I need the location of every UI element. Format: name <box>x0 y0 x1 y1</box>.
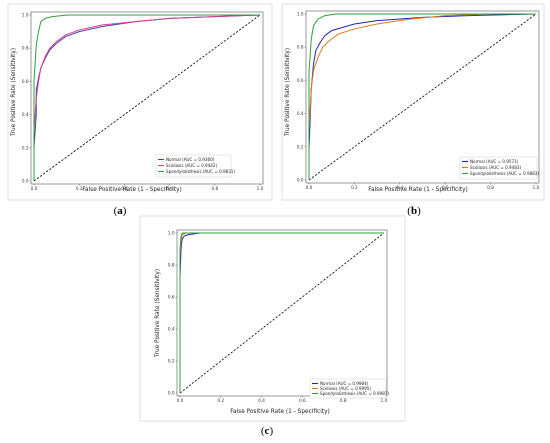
legend-box <box>309 378 387 399</box>
x-tick-label: 0.4 <box>396 185 403 190</box>
roc-panel-1: 0.0 0.2 0.4 0.6 0.8 1.0 0.0 0.2 0.4 0.6 0.8 1.0 Fals… <box>7 3 273 201</box>
y-tick-label: 1.0 <box>22 13 29 18</box>
roc-panel-2: 0.0 0.2 0.4 0.6 0.8 1.0 0.0 0.2 0.4 0.6 0.8 1.0 Fals… <box>281 3 545 201</box>
legend-entry: Normal (AUC = 0.9571) <box>470 159 519 164</box>
y-tick-label: 0.2 <box>297 144 304 149</box>
legend-entry: Scoliosis (AUC = 0.9483) <box>470 165 521 170</box>
x-tick-label: 1.0 <box>257 186 264 191</box>
legend-entry: Scoliosis (AUC = 0.9442) <box>166 163 217 168</box>
roc-curve-scoliosis <box>33 14 261 181</box>
legend-entry: Spondylolisthesis (AUC = 0.9831) <box>166 169 235 174</box>
y-axis-label: True Positive Rate (Sensitivity) <box>11 48 17 137</box>
x-tick-label: 0.8 <box>211 186 218 191</box>
roc-curve-spondylolisthesis <box>308 13 536 180</box>
legend-entry: Normal (AUC = 0.9984) <box>320 381 369 386</box>
y-tick-label: 0.6 <box>22 79 29 84</box>
x-axis-label: False Positive Rate (1 - Specificity) <box>82 187 182 193</box>
y-tick-label: 0.6 <box>168 295 175 300</box>
y-tick-label: 0.8 <box>22 46 29 51</box>
x-tick-label: 0.4 <box>258 398 265 403</box>
plot-area <box>305 10 540 184</box>
legend-box <box>459 156 538 180</box>
y-tick-label: 0.8 <box>168 263 175 268</box>
x-tick-label: 0.6 <box>166 186 173 191</box>
x-tick-label: 0.2 <box>351 185 358 190</box>
y-tick-label: 0.4 <box>168 327 175 332</box>
x-tick-label: 0.8 <box>340 398 347 403</box>
plot-area <box>176 229 388 397</box>
panel-label: (c) <box>261 425 274 437</box>
x-axis-label: False Positive Rate (1 - Specificity) <box>368 187 468 193</box>
x-tick-label: 0.6 <box>299 398 306 403</box>
y-tick-label: 0.4 <box>297 111 304 116</box>
x-tick-label: 0.0 <box>306 185 313 190</box>
x-tick-label: 1.0 <box>381 398 388 403</box>
y-tick-label: 0.0 <box>297 178 304 183</box>
y-axis-label: True Positive Rate (Sensitivity) <box>285 48 291 137</box>
y-tick-label: 0.2 <box>168 359 175 364</box>
legend-entry: Normal (AUC = 0.9360) <box>166 157 215 162</box>
chance-line <box>33 14 261 182</box>
x-axis-label: False Positive Rate (1 - Specificity) <box>230 409 330 415</box>
legend-entry: Spondylolisthesis (AUC = 0.9987) <box>320 391 389 396</box>
plot-area <box>30 11 264 185</box>
y-tick-label: 1.0 <box>297 12 304 17</box>
roc-curve-scoliosis <box>308 13 536 180</box>
roc-curve-spondylolisthesis <box>179 232 384 393</box>
panel-label: (b) <box>407 205 421 217</box>
legend-entry: Spondylolisthesis (AUC = 0.9883) <box>470 171 539 176</box>
x-tick-label: 0.2 <box>76 186 83 191</box>
roc-panel-3: 0.0 0.2 0.4 0.6 0.8 1.0 0.0 0.2 0.4 0.6 0.8 1.0 Fals… <box>139 215 406 422</box>
y-tick-label: 1.0 <box>168 231 175 236</box>
x-tick-label: 0.6 <box>442 185 449 190</box>
chance-line <box>179 232 385 394</box>
x-tick-label: 0.2 <box>217 398 224 403</box>
y-tick-label: 0.4 <box>22 112 29 117</box>
y-axis-label: True Positive Rate (Sensitivity) <box>155 269 161 358</box>
x-tick-label: 0.4 <box>121 186 128 191</box>
x-tick-label: 0.0 <box>31 186 38 191</box>
x-tick-label: 1.0 <box>533 185 540 190</box>
y-tick-label: 0.8 <box>297 45 304 50</box>
legend-entry: Scoliosis (AUC = 0.9995) <box>320 386 371 391</box>
y-tick-label: 0.6 <box>297 78 304 83</box>
legend-box <box>155 154 232 178</box>
y-tick-label: 0.0 <box>22 179 29 184</box>
chance-line <box>308 13 537 181</box>
roc-curve-spondylolisthesis <box>33 14 260 181</box>
panel-label: (a) <box>114 205 127 217</box>
y-tick-label: 0.2 <box>22 145 29 150</box>
y-tick-label: 0.0 <box>168 391 175 396</box>
x-tick-label: 0.8 <box>487 185 494 190</box>
x-tick-label: 0.0 <box>177 398 184 403</box>
